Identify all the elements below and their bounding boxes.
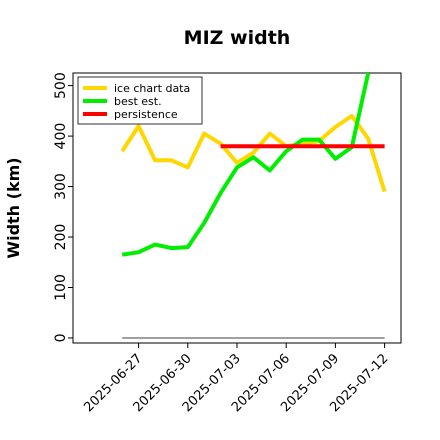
y-tick-label: 100 <box>53 274 69 301</box>
x-axis: 2025-06-272025-06-302025-07-032025-07-06… <box>81 343 391 415</box>
y-axis-label: Width (km) <box>4 157 23 258</box>
legend-entry: best est. <box>114 95 162 108</box>
series-line-ice-chart-data <box>120 113 387 193</box>
y-tick-label: 500 <box>53 72 69 99</box>
y-tick-label: 200 <box>53 224 69 251</box>
chart-title: MIZ width <box>184 27 291 49</box>
series-line-best-est- <box>121 73 371 257</box>
series-lines <box>120 73 387 339</box>
y-axis: 0 100 200 300 400 500 <box>53 72 73 342</box>
legend-entry: ice chart data <box>114 82 190 95</box>
y-tick-label: 0 <box>53 333 69 342</box>
y-tick-label: 300 <box>53 173 69 200</box>
legend-entry: persistence <box>114 108 178 121</box>
y-tick-label: 400 <box>53 123 69 150</box>
